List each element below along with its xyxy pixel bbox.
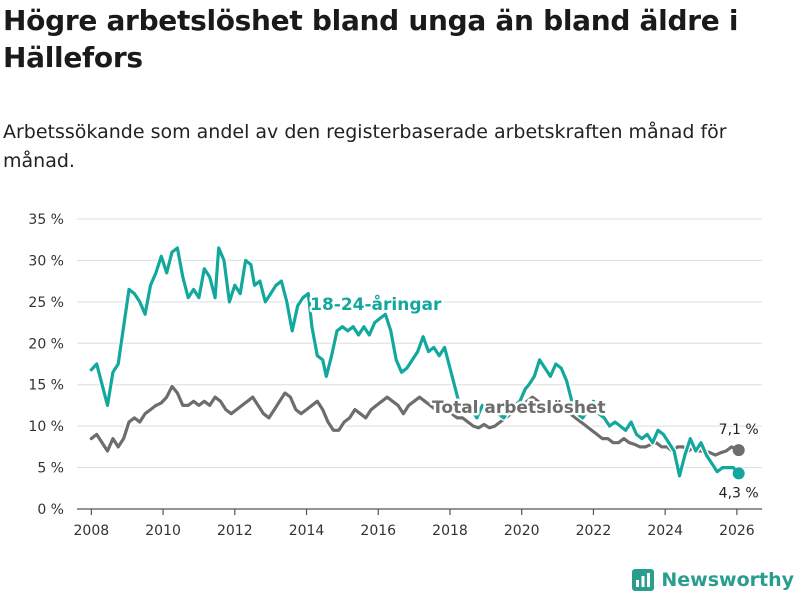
x-tick-label: 2024 — [647, 523, 683, 539]
brand-logo: Newsworthy — [631, 568, 794, 592]
x-tick-label: 2026 — [719, 523, 755, 539]
x-tick-label: 2012 — [217, 523, 253, 539]
series-youth-end-label: 4,3 % — [719, 485, 759, 501]
series-total-end-label: 7,1 % — [719, 422, 759, 438]
y-tick-label: 5 % — [37, 461, 64, 477]
x-tick-label: 2022 — [576, 523, 612, 539]
x-tick-label: 2008 — [74, 523, 110, 539]
y-tick-label: 20 % — [28, 336, 64, 352]
series-labels: 18-24-åringar Total arbetslöshet 7,1 % 4,3 … — [308, 291, 759, 502]
y-tick-label: 15 % — [28, 378, 64, 394]
y-tick-label: 0 % — [37, 502, 64, 518]
chart-title: Högre arbetslöshet bland unga än bland ä… — [3, 4, 739, 74]
y-tick-label: 10 % — [28, 419, 64, 435]
y-tick-label: 25 % — [28, 295, 64, 311]
x-tick-label: 2018 — [432, 523, 468, 539]
series-total-end-point — [732, 444, 745, 457]
brand-name: Newsworthy — [661, 569, 794, 591]
series-youth-line — [89, 246, 741, 478]
x-tick-label: 2016 — [360, 523, 396, 539]
chart-subtitle: Arbetssökande som andel av den registerb… — [3, 121, 727, 172]
series-youth-end-point — [732, 467, 745, 480]
series-youth-label: 18-24-åringar — [310, 293, 442, 315]
axes: 0 % 5 % 10 % 15 % 20 % 25 % 30 % 35 % 2008 2010 20… — [28, 212, 762, 539]
x-tick-label: 2010 — [145, 523, 181, 539]
y-tick-label: 35 % — [28, 212, 64, 228]
y-tick-label: 30 % — [28, 253, 64, 269]
x-tick-label: 2014 — [289, 523, 325, 539]
series-total-line — [89, 384, 741, 457]
series-youth-halo — [89, 245, 741, 479]
series-lines — [89, 245, 745, 480]
series-total-label: Total arbetslöshet — [432, 398, 606, 418]
newsworthy-logo-icon — [632, 569, 655, 591]
series-total-halo — [89, 383, 740, 459]
x-tick-label: 2020 — [504, 523, 540, 539]
